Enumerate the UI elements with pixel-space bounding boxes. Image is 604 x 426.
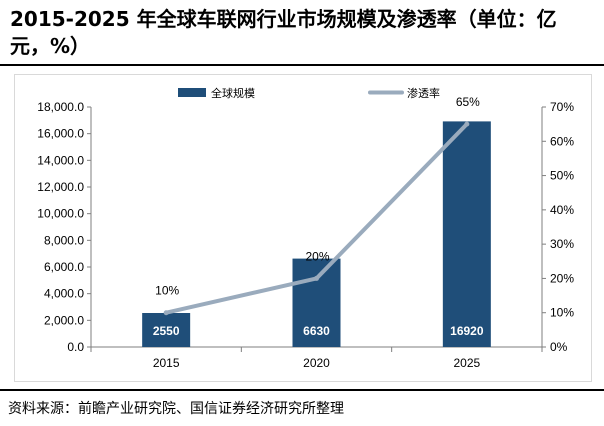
- line-point: [464, 121, 470, 127]
- chart-frame: [14, 74, 592, 382]
- left-tick-label: 18,000.0: [37, 100, 84, 114]
- line-point: [314, 275, 319, 281]
- left-tick-label: 14,000.0: [37, 153, 84, 167]
- left-tick-label: 4,000.0: [44, 287, 84, 301]
- bar: [142, 313, 191, 347]
- right-tick-label: 30%: [550, 237, 574, 251]
- source-divider: [0, 389, 604, 391]
- left-tick-label: 16,000.0: [37, 127, 84, 141]
- right-tick-label: 50%: [550, 169, 574, 183]
- left-tick-label: 12,000.0: [37, 180, 84, 194]
- line-data-label: 10%: [155, 284, 179, 298]
- bar: [292, 258, 341, 347]
- left-tick-label: 6,000.0: [44, 260, 84, 274]
- right-tick-label: 60%: [550, 134, 574, 148]
- legend-swatch-bar: [178, 88, 206, 97]
- line-data-label: 20%: [305, 249, 329, 263]
- right-tick-label: 40%: [550, 203, 574, 217]
- bar-data-label: 16920: [450, 324, 484, 338]
- bar: [442, 121, 491, 348]
- right-tick-label: 70%: [550, 100, 574, 114]
- bar-data-label: 6630: [303, 324, 330, 338]
- x-tick-label: 2015: [153, 356, 180, 370]
- right-tick-label: 20%: [550, 271, 574, 285]
- left-tick-label: 10,000.0: [37, 207, 84, 221]
- bar-data-label: 2550: [153, 324, 180, 338]
- line-data-label: 65%: [456, 95, 480, 109]
- legend-label-line: 渗透率: [407, 86, 440, 100]
- line-point: [163, 310, 169, 316]
- left-tick-label: 0.0: [67, 340, 84, 354]
- left-tick-label: 8,000.0: [44, 233, 84, 247]
- chart-title: 2015-2025 年全球车联网行业市场规模及渗透率（单位：亿元，%）: [10, 7, 557, 58]
- right-tick-label: 0%: [550, 340, 568, 354]
- x-tick-label: 2025: [453, 356, 480, 370]
- left-tick-label: 2,000.0: [44, 313, 84, 327]
- right-tick-label: 10%: [550, 306, 574, 320]
- chart: 0.0 2,000.0 4,000.0 6,000.0 8,000.0 10,000.0 1…: [37, 86, 574, 370]
- title-divider: [0, 64, 604, 66]
- source-note: 资料来源：前瞻产业研究院、国信证券经济研究所整理: [8, 401, 344, 417]
- x-tick-label: 2020: [303, 356, 330, 370]
- legend-label-bar: 全球规模: [211, 86, 255, 100]
